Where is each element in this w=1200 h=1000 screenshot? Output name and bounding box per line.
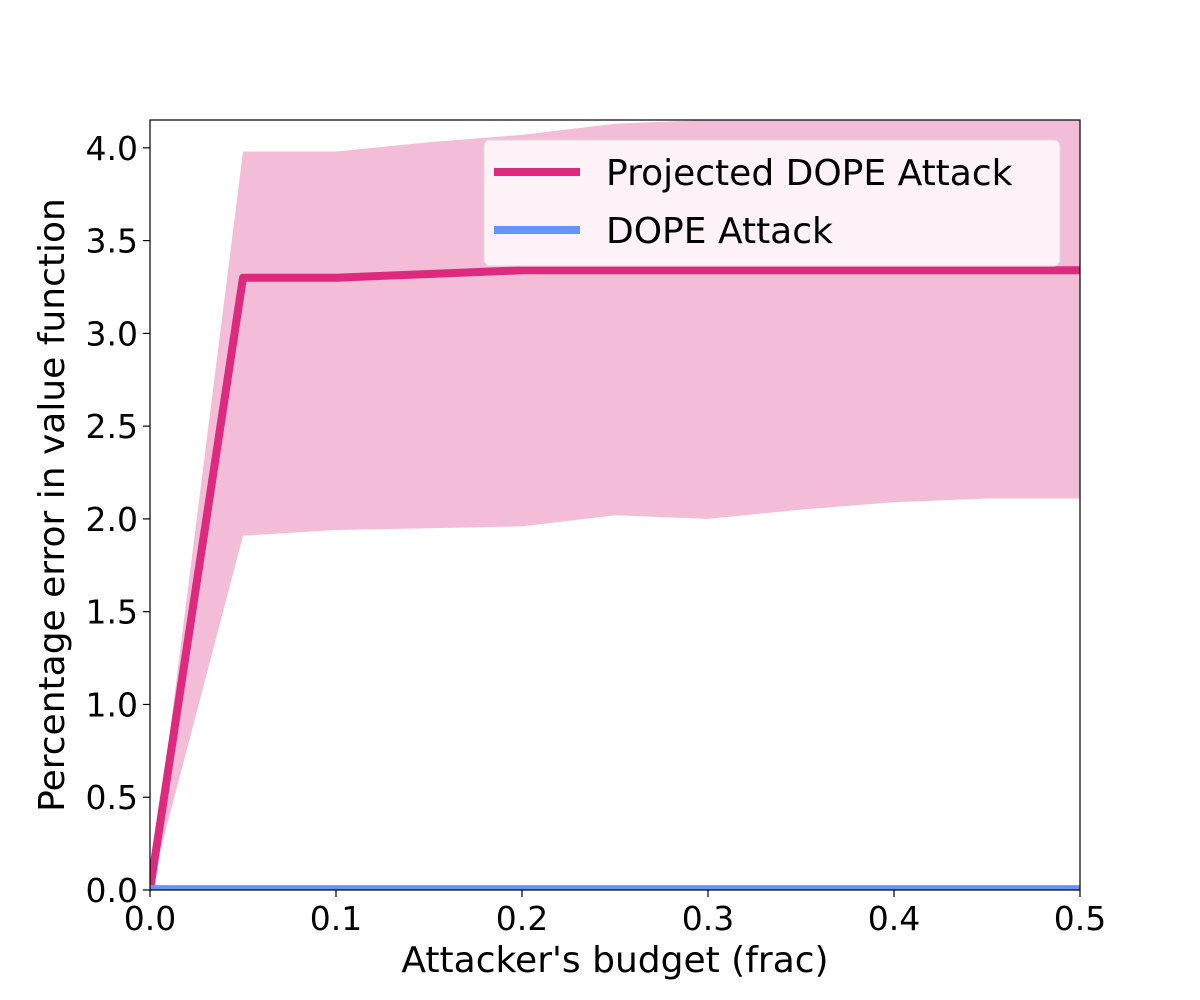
y-axis: 0.0 0.5 1.0 1.5 2.0 2.5 3.0 3.5 4.0 (86, 129, 150, 910)
x-axis: 0.0 0.1 0.2 0.3 0.4 0.5 (124, 890, 1106, 938)
y-tick-label: 4.0 (86, 129, 138, 168)
y-tick-label: 3.0 (86, 314, 138, 353)
x-tick-label: 0.0 (124, 899, 176, 938)
plot-content (150, 120, 1080, 890)
series-group (150, 120, 1080, 890)
x-tick-label: 0.4 (868, 899, 920, 938)
y-tick-label: 1.0 (86, 685, 138, 724)
x-tick-label: 0.1 (310, 899, 362, 938)
x-tick-label: 0.2 (496, 899, 548, 938)
x-tick-label: 0.5 (1054, 899, 1106, 938)
y-axis-label: Percentage error in value function (32, 198, 73, 812)
x-axis-label: Attacker's budget (frac) (401, 940, 828, 981)
legend: Projected DOPE Attack DOPE Attack (483, 139, 1061, 267)
plot-frame (149, 119, 1081, 891)
series-line-0 (150, 266, 1080, 890)
y-tick-label: 0.5 (86, 778, 138, 817)
legend-box (483, 139, 1061, 267)
y-tick-label: 3.5 (86, 222, 138, 261)
legend-label-0: Projected DOPE Attack (606, 153, 1013, 194)
series-band-0 (150, 120, 1080, 890)
y-tick-label: 2.5 (86, 407, 138, 446)
y-tick-label: 0.0 (86, 871, 138, 910)
legend-label-1: DOPE Attack (606, 211, 833, 252)
y-tick-label: 1.5 (86, 593, 138, 632)
y-tick-label: 2.0 (86, 500, 138, 539)
x-tick-label: 0.3 (682, 899, 734, 938)
